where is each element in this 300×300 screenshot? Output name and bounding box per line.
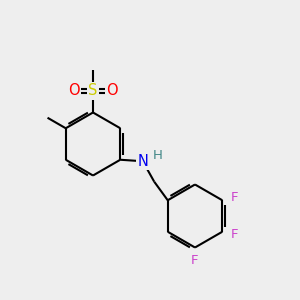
Text: N: N bbox=[137, 154, 148, 169]
Text: F: F bbox=[231, 191, 238, 204]
Text: H: H bbox=[153, 149, 163, 162]
Text: F: F bbox=[231, 228, 238, 241]
Text: O: O bbox=[69, 83, 80, 98]
Text: S: S bbox=[88, 83, 98, 98]
Text: O: O bbox=[106, 83, 117, 98]
Text: F: F bbox=[191, 254, 199, 267]
